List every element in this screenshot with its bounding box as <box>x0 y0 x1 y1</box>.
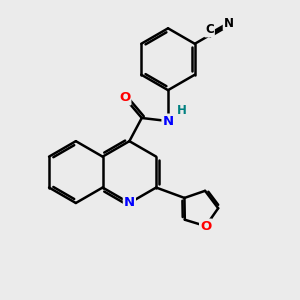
Text: N: N <box>163 115 174 128</box>
Text: O: O <box>200 220 211 232</box>
Text: H: H <box>177 104 187 117</box>
Text: N: N <box>224 17 234 30</box>
Text: C: C <box>205 23 214 37</box>
Text: O: O <box>119 92 130 104</box>
Text: N: N <box>124 196 135 209</box>
